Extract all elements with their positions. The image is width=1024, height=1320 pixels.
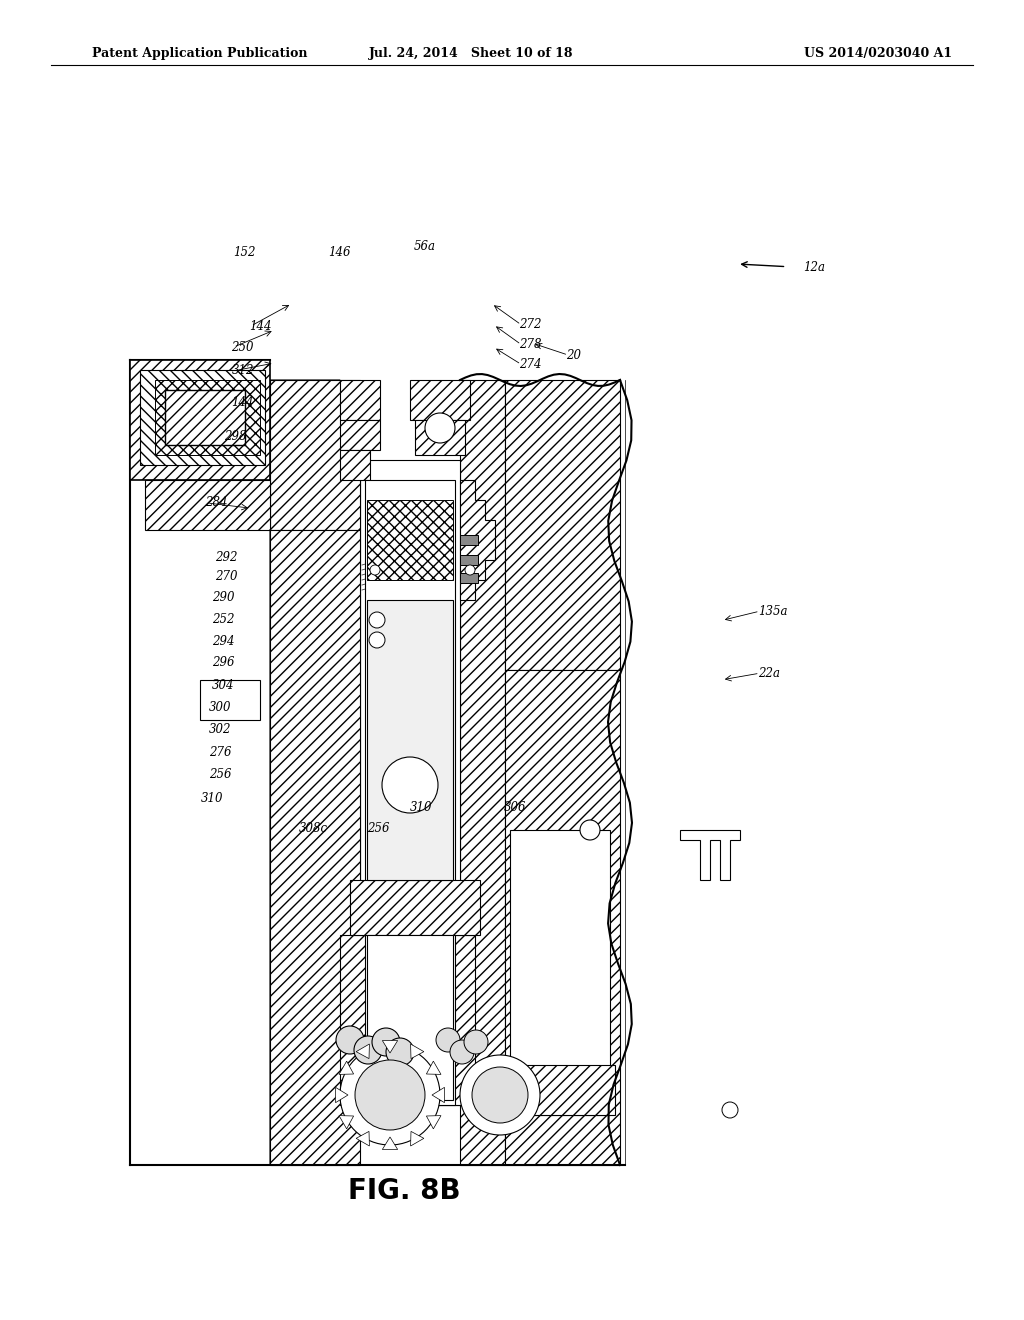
Text: 256: 256 xyxy=(209,768,231,781)
Polygon shape xyxy=(505,671,620,1166)
Polygon shape xyxy=(140,370,265,465)
Text: 272: 272 xyxy=(519,318,542,331)
Text: 144: 144 xyxy=(231,396,254,409)
Bar xyxy=(340,420,380,450)
Bar xyxy=(415,420,465,455)
Text: 296: 296 xyxy=(212,656,234,669)
Circle shape xyxy=(464,1030,488,1053)
Circle shape xyxy=(354,1036,382,1064)
Bar xyxy=(360,459,460,1105)
Polygon shape xyxy=(200,680,260,719)
Circle shape xyxy=(460,1055,540,1135)
Polygon shape xyxy=(432,1088,444,1102)
Circle shape xyxy=(355,1060,425,1130)
Bar xyxy=(270,531,360,1166)
Circle shape xyxy=(450,1040,474,1064)
Polygon shape xyxy=(270,380,360,1166)
Bar xyxy=(365,480,455,1105)
Text: 306: 306 xyxy=(504,801,526,814)
Polygon shape xyxy=(339,1115,353,1129)
Circle shape xyxy=(425,413,455,444)
Text: 276: 276 xyxy=(209,746,231,759)
Circle shape xyxy=(465,565,475,576)
Circle shape xyxy=(340,1045,440,1144)
Text: 56a: 56a xyxy=(414,240,435,253)
Bar xyxy=(460,554,478,565)
Text: 294: 294 xyxy=(212,635,234,648)
Text: 144: 144 xyxy=(249,319,271,333)
Bar xyxy=(155,380,260,455)
Bar xyxy=(340,380,380,420)
Polygon shape xyxy=(505,1065,615,1115)
Circle shape xyxy=(580,820,600,840)
Bar xyxy=(367,935,453,1100)
Text: 310: 310 xyxy=(201,792,223,805)
Text: 302: 302 xyxy=(209,723,231,737)
Text: 290: 290 xyxy=(212,591,234,605)
Polygon shape xyxy=(426,1061,441,1074)
Bar xyxy=(340,450,370,480)
Text: 252: 252 xyxy=(212,612,234,626)
Text: 12a: 12a xyxy=(803,261,824,275)
Circle shape xyxy=(369,612,385,628)
Polygon shape xyxy=(460,480,495,601)
Text: 20: 20 xyxy=(566,348,582,362)
Polygon shape xyxy=(505,380,620,671)
Text: 300: 300 xyxy=(209,701,231,714)
Circle shape xyxy=(386,1038,414,1067)
Polygon shape xyxy=(411,1131,424,1146)
Polygon shape xyxy=(356,1131,370,1146)
Text: 312: 312 xyxy=(231,364,254,378)
Text: 292: 292 xyxy=(215,550,238,564)
Polygon shape xyxy=(336,1088,348,1102)
Text: 152: 152 xyxy=(233,246,256,259)
Bar xyxy=(270,380,360,531)
Polygon shape xyxy=(680,830,740,880)
Circle shape xyxy=(472,1067,528,1123)
Text: 270: 270 xyxy=(215,570,238,583)
Circle shape xyxy=(336,1026,364,1053)
Text: 284: 284 xyxy=(205,496,227,510)
Text: 298: 298 xyxy=(224,430,247,444)
Polygon shape xyxy=(426,1115,441,1129)
Circle shape xyxy=(382,756,438,813)
Circle shape xyxy=(722,1102,738,1118)
Text: 250: 250 xyxy=(231,341,254,354)
Text: Jul. 24, 2014   Sheet 10 of 18: Jul. 24, 2014 Sheet 10 of 18 xyxy=(369,48,573,59)
Text: US 2014/0203040 A1: US 2014/0203040 A1 xyxy=(804,48,952,59)
Polygon shape xyxy=(339,1061,353,1074)
Bar xyxy=(145,480,270,531)
Polygon shape xyxy=(411,1044,424,1059)
Polygon shape xyxy=(510,830,610,1115)
Circle shape xyxy=(372,1028,400,1056)
Circle shape xyxy=(369,632,385,648)
Text: 135a: 135a xyxy=(758,605,787,618)
Bar xyxy=(460,535,478,545)
Polygon shape xyxy=(382,1137,397,1150)
Bar xyxy=(410,380,470,420)
Bar xyxy=(367,500,453,579)
Polygon shape xyxy=(382,1040,397,1053)
Bar xyxy=(350,880,480,935)
Text: 22a: 22a xyxy=(758,667,779,680)
Circle shape xyxy=(436,1028,460,1052)
Bar xyxy=(367,601,453,880)
Bar xyxy=(460,573,478,583)
Bar xyxy=(165,389,245,445)
Polygon shape xyxy=(460,380,505,1166)
Polygon shape xyxy=(130,360,270,480)
Text: Patent Application Publication: Patent Application Publication xyxy=(92,48,307,59)
Text: 256: 256 xyxy=(367,822,389,836)
Text: 278: 278 xyxy=(519,338,542,351)
Text: 308c: 308c xyxy=(299,822,328,836)
Polygon shape xyxy=(356,1044,370,1059)
Text: FIG. 8B: FIG. 8B xyxy=(348,1176,461,1205)
Text: 304: 304 xyxy=(212,678,234,692)
Text: 274: 274 xyxy=(519,358,542,371)
Bar xyxy=(340,935,475,1105)
Circle shape xyxy=(370,565,380,576)
Text: 146: 146 xyxy=(328,246,350,259)
Text: 310: 310 xyxy=(410,801,432,814)
